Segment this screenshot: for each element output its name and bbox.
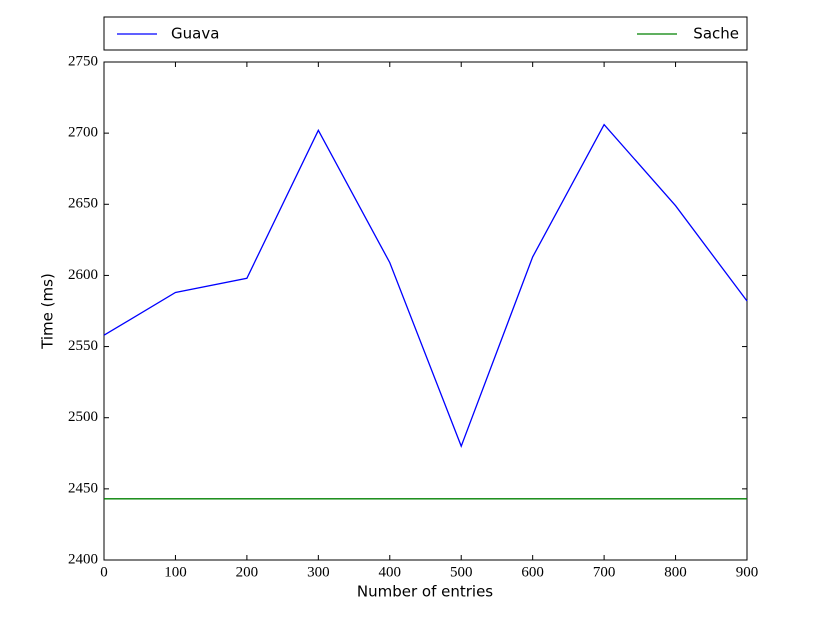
x-tick-label: 600	[521, 564, 544, 580]
y-tick-label: 2500	[68, 409, 98, 425]
y-tick-label: 2650	[68, 196, 98, 212]
x-tick-label: 800	[664, 564, 687, 580]
y-tick-label: 2600	[68, 267, 98, 283]
x-tick-label: 900	[736, 564, 759, 580]
y-tick-label: 2700	[68, 125, 98, 141]
x-tick-label: 400	[379, 564, 402, 580]
y-tick-label: 2400	[68, 551, 98, 567]
legend-label: Guava	[171, 25, 219, 43]
x-tick-label: 700	[593, 564, 616, 580]
x-tick-label: 500	[450, 564, 473, 580]
y-tick-label: 2450	[68, 480, 98, 496]
x-tick-label: 0	[100, 564, 108, 580]
legend-label: Sache	[693, 25, 739, 43]
x-axis-label: Number of entries	[357, 583, 493, 601]
line-series	[103, 123, 748, 448]
x-tick-label: 100	[164, 564, 187, 580]
y-tick-label: 2750	[68, 53, 98, 69]
x-tick-label: 200	[236, 564, 259, 580]
y-axis-label: Time (ms)	[39, 273, 57, 350]
y-tick-label: 2550	[68, 338, 98, 354]
plot-frame	[103, 61, 748, 561]
x-tick-label: 300	[307, 564, 330, 580]
